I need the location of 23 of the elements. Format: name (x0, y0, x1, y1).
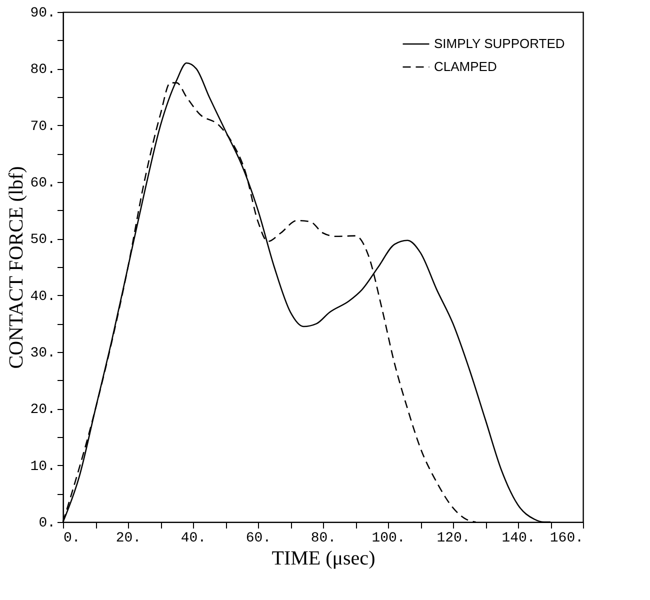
legend-label: SIMPLY SUPPORTED (434, 36, 565, 51)
x-tick-label: 60. (246, 530, 272, 546)
y-tick-label: 80. (30, 62, 56, 78)
x-tick-label: 0. (64, 530, 80, 546)
x-tick-label: 20. (116, 530, 142, 546)
y-tick-label: 40. (30, 288, 56, 305)
y-tick-label: 10. (30, 458, 56, 475)
x-tick-label: 160. (550, 530, 584, 546)
x-tick-label: 40. (180, 530, 206, 546)
y-axis-title: CONTACT FORCE (lbf) (5, 166, 28, 369)
legend-label: CLAMPED (434, 59, 497, 74)
x-tick-label: 80. (310, 530, 336, 546)
x-tick-label: 120. (436, 530, 470, 546)
y-tick-label: 20. (30, 402, 56, 418)
y-tick-label: 70. (30, 118, 56, 135)
x-axis-title: TIME (μsec) (272, 548, 376, 570)
y-tick-label: 50. (30, 232, 56, 248)
y-tick-label: 0. (38, 516, 56, 532)
x-tick-label: 100. (372, 530, 406, 546)
y-tick-label: 90. (30, 6, 56, 22)
y-tick-label: 60. (30, 176, 56, 192)
x-tick-label: 140. (502, 530, 536, 546)
y-tick-label: 30. (30, 346, 56, 362)
